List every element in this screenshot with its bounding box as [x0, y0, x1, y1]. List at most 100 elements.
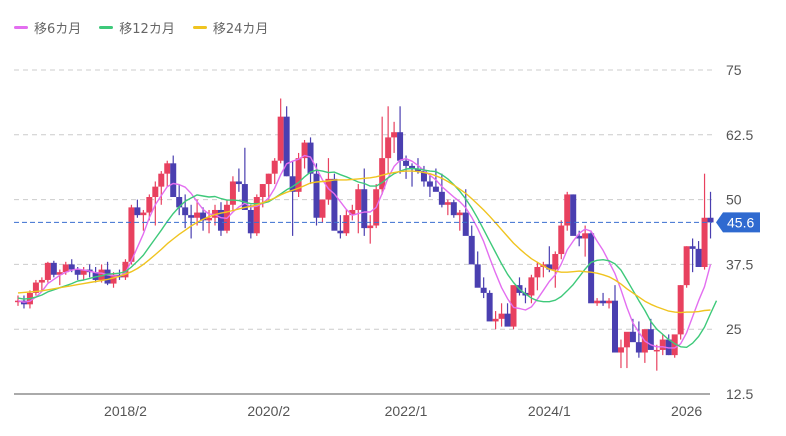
candle-body	[361, 189, 368, 229]
candle-body	[492, 318, 499, 322]
legend-item-ma24[interactable]: 移24カ月	[192, 18, 269, 37]
y-tick-label: 75	[726, 62, 742, 78]
candle-body	[635, 342, 642, 353]
legend-swatch-ma6	[14, 26, 28, 29]
candle-body	[38, 279, 45, 283]
x-tick-label: 2024/1	[528, 403, 571, 419]
candle-body	[146, 197, 153, 213]
candle-body	[450, 202, 457, 216]
candle-body	[528, 277, 535, 296]
candle-body	[486, 292, 493, 322]
candle-body	[176, 197, 183, 208]
candle-body	[15, 300, 21, 303]
candle-body	[229, 181, 236, 205]
y-tick-label: 62.5	[726, 127, 753, 143]
candle-body	[74, 269, 81, 275]
x-axis-ticks: 2018/2 2020/2 2022/1 2024/1 2026	[104, 403, 702, 419]
candle-body	[122, 261, 129, 278]
current-price-marker: 45.6	[14, 212, 760, 233]
candle-body	[397, 132, 404, 161]
x-tick-label: 2018/2	[104, 403, 147, 419]
candle-body	[426, 181, 433, 187]
candle-body	[98, 269, 105, 280]
candle-body	[283, 116, 290, 177]
candle-body	[92, 272, 99, 280]
candle-body	[677, 285, 684, 335]
candle-body	[235, 181, 242, 185]
candle-body	[600, 300, 607, 304]
ma-line	[17, 154, 712, 349]
legend-swatch-ma12	[99, 26, 114, 29]
candle-body	[50, 262, 57, 275]
legend-label-ma24: 移24カ月	[212, 22, 269, 37]
candle-body	[564, 194, 571, 226]
ma-line	[17, 170, 711, 314]
candle-body	[247, 209, 254, 234]
candle-body	[409, 165, 416, 169]
legend-swatch-ma24	[192, 26, 207, 29]
candle-body	[379, 158, 386, 190]
candle-body	[432, 186, 439, 192]
candle-body	[653, 349, 660, 352]
candle-body	[414, 168, 421, 172]
candle-body	[420, 171, 427, 182]
y-tick-label: 37.5	[726, 256, 753, 272]
candle-body	[558, 225, 565, 255]
legend-item-ma6[interactable]: 移6カ月	[14, 18, 81, 37]
candle-body	[277, 116, 284, 161]
candle-body	[188, 215, 195, 218]
candle-body	[504, 313, 511, 327]
candle-body	[659, 339, 666, 350]
candle-body	[295, 158, 302, 192]
candle-body	[385, 137, 392, 159]
candle-body	[623, 331, 630, 348]
candle-body	[588, 233, 595, 304]
y-tick-label: 12.5	[726, 386, 753, 402]
candle-body	[170, 163, 177, 198]
candle-body	[606, 300, 613, 304]
candle-body	[301, 142, 308, 159]
candle-body	[140, 212, 147, 216]
candle-body	[695, 248, 702, 267]
candle-body	[158, 173, 165, 187]
candle-body	[56, 272, 63, 275]
candle-body	[629, 331, 636, 343]
candle-body	[391, 132, 398, 138]
candle-body	[343, 215, 350, 234]
candle-body	[44, 262, 51, 280]
chart-legend: 移6カ月 移12カ月 移24カ月	[14, 18, 268, 37]
y-tick-label: 50	[726, 192, 742, 208]
x-tick-label: 2022/1	[385, 403, 428, 419]
ma-line	[17, 167, 718, 348]
candle-body	[241, 184, 248, 210]
candle-body	[689, 246, 696, 249]
moving-average-lines	[17, 154, 718, 349]
candle-body	[319, 199, 326, 218]
candle-body	[480, 287, 487, 293]
candle-body	[617, 347, 624, 353]
y-tick-label: 25	[726, 321, 742, 337]
candle-body	[259, 184, 266, 198]
candle-body	[206, 217, 213, 221]
candle-body	[498, 313, 505, 319]
candle-body	[367, 225, 374, 229]
candles	[15, 98, 714, 371]
candle-body	[462, 212, 469, 236]
legend-item-ma12[interactable]: 移12カ月	[99, 18, 175, 37]
candle-body	[80, 269, 87, 275]
candle-body	[182, 207, 189, 216]
candle-body	[546, 264, 553, 270]
candle-body	[707, 217, 714, 223]
candle-body	[594, 300, 601, 304]
candle-body	[337, 230, 344, 234]
candle-body	[647, 329, 654, 350]
candle-body	[253, 197, 260, 234]
candle-body	[456, 212, 463, 216]
candle-body	[582, 233, 589, 239]
candle-body	[110, 274, 117, 284]
candle-body	[331, 178, 338, 231]
candle-body	[444, 202, 451, 205]
candle-body	[265, 173, 272, 185]
candle-body	[313, 173, 320, 218]
current-price-badge	[716, 212, 760, 233]
